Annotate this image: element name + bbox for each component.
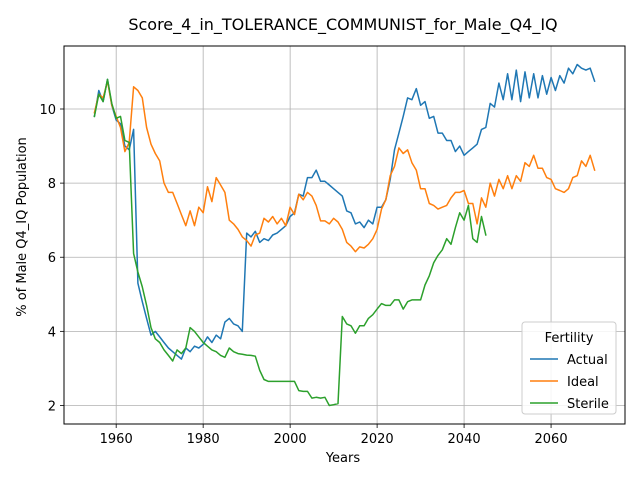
y-axis-label: % of Male Q4_IQ Population	[15, 137, 30, 317]
chart-title: Score_4_in_TOLERANCE_COMMUNIST_for_Male_…	[128, 15, 557, 35]
series-line-sterile	[93, 78, 487, 407]
grid-lines	[64, 46, 625, 424]
x-tick-label: 1960	[100, 432, 133, 447]
x-tick-label: 2000	[274, 432, 307, 447]
series-line-ideal	[93, 80, 596, 253]
y-tick-label: 10	[39, 103, 56, 118]
y-tick-label: 4	[48, 325, 56, 340]
legend: Fertility Actual Ideal Sterile	[521, 321, 617, 415]
legend-title: Fertility	[545, 331, 594, 346]
y-tick-label: 2	[48, 399, 56, 414]
legend-label-ideal: Ideal	[567, 375, 599, 390]
x-tick-label: 1980	[187, 432, 220, 447]
y-axis-ticks: 2 4 6 8 10	[39, 103, 64, 414]
x-axis-ticks: 1960 1980 2000 2020 2040 2060	[100, 424, 568, 447]
y-tick-label: 8	[48, 177, 56, 192]
legend-entries: Actual Ideal Sterile	[530, 353, 609, 412]
series-lines	[93, 63, 596, 407]
plot-frame	[63, 45, 626, 425]
series-line-actual	[93, 63, 596, 360]
x-axis-label: Years	[325, 451, 361, 466]
x-tick-label: 2060	[535, 432, 568, 447]
y-tick-label: 6	[48, 251, 56, 266]
x-tick-label: 2040	[448, 432, 481, 447]
x-tick-label: 2020	[361, 432, 394, 447]
legend-label-sterile: Sterile	[567, 397, 609, 412]
legend-label-actual: Actual	[567, 353, 608, 368]
legend-box	[521, 321, 617, 415]
